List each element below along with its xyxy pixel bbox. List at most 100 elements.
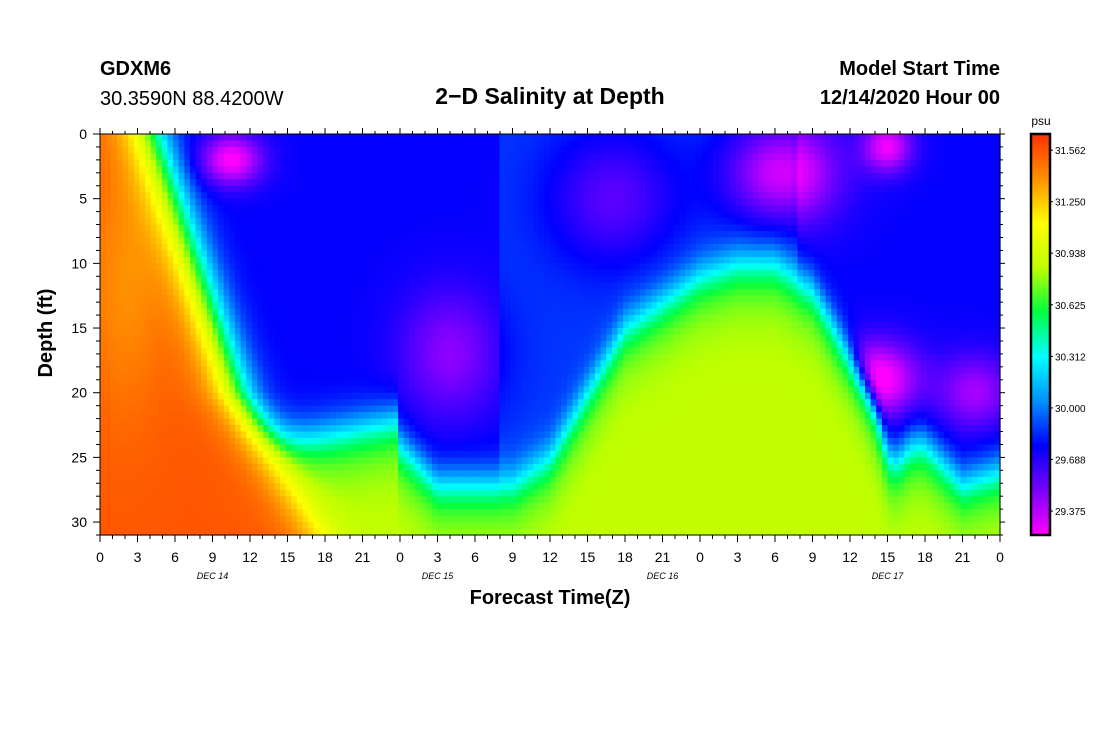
heatmap-cell: [111, 308, 118, 316]
heatmap-cell: [240, 379, 247, 387]
heatmap-cell: [330, 496, 337, 504]
heatmap-cell: [527, 166, 534, 174]
heatmap-cell: [116, 211, 124, 219]
heatmap-cell: [319, 399, 326, 407]
heatmap-cell: [347, 166, 354, 174]
heatmap-cell: [268, 192, 275, 200]
heatmap-cell: [403, 379, 410, 387]
heatmap-cell: [195, 302, 202, 310]
heatmap-cell: [100, 231, 107, 239]
heatmap-cell: [156, 457, 163, 465]
heatmap-cell: [212, 237, 219, 245]
heatmap-cell: [229, 373, 236, 381]
heatmap-cell: [145, 295, 152, 303]
heatmap-cell: [341, 528, 349, 536]
heatmap-cell: [437, 412, 444, 420]
heatmap-cell: [493, 353, 500, 361]
heatmap-cell: [251, 412, 259, 420]
heatmap-cell: [482, 211, 489, 219]
heatmap-cell: [111, 276, 118, 284]
heatmap-cell: [476, 425, 484, 433]
heatmap-cell: [105, 515, 112, 523]
heatmap-cell: [218, 425, 225, 433]
heatmap-cell: [184, 444, 191, 452]
heatmap-cell: [538, 289, 545, 297]
heatmap-cell: [330, 328, 337, 336]
heatmap-cell: [420, 425, 427, 433]
heatmap-cell: [105, 450, 112, 458]
heatmap-cell: [246, 328, 253, 336]
heatmap-cell: [190, 522, 197, 530]
heatmap-cell: [116, 457, 124, 465]
heatmap-cell: [341, 470, 349, 478]
heatmap-cell: [156, 528, 163, 536]
heatmap-cell: [336, 224, 343, 232]
heatmap-cell: [161, 250, 169, 258]
heatmap-cell: [251, 159, 259, 167]
heatmap-cell: [493, 412, 500, 420]
heatmap-cell: [364, 295, 371, 303]
model-start-value: 12/14/2020 Hour 00: [820, 87, 1000, 109]
heatmap-cell: [308, 457, 315, 465]
heatmap-cell: [375, 437, 382, 446]
heatmap-cell: [139, 522, 146, 530]
heatmap-cell: [336, 334, 343, 342]
heatmap-cell: [111, 321, 118, 329]
heatmap-cell: [426, 172, 433, 180]
heatmap-cell: [471, 289, 478, 297]
heatmap-cell: [499, 269, 506, 277]
heatmap-cell: [493, 276, 500, 284]
heatmap-cell: [336, 192, 343, 200]
heatmap-cell: [201, 366, 208, 374]
heatmap-cell: [476, 379, 484, 387]
heatmap-cell: [150, 476, 157, 484]
heatmap-cell: [443, 379, 450, 387]
heatmap-cell: [358, 437, 365, 446]
heatmap-cell: [235, 457, 242, 465]
heatmap-cell: [353, 315, 360, 323]
heatmap-cell: [409, 308, 416, 316]
heatmap-cell: [122, 315, 129, 323]
heatmap-cell: [178, 470, 185, 478]
heatmap-cell: [111, 444, 118, 452]
heatmap-cell: [235, 321, 242, 329]
heatmap-cell: [381, 399, 388, 407]
heatmap-cell: [403, 282, 410, 290]
heatmap-cell: [116, 418, 124, 426]
heatmap-cell: [398, 528, 405, 536]
heatmap-cell: [415, 172, 422, 180]
heatmap-cell: [167, 379, 174, 387]
heatmap-cell: [415, 159, 422, 167]
heatmap-cell: [122, 146, 129, 155]
heatmap-cell: [139, 198, 146, 206]
heatmap-cell: [240, 295, 247, 303]
heatmap-cell: [201, 483, 208, 491]
heatmap-cell: [145, 198, 152, 206]
heatmap-cell: [510, 444, 517, 452]
heatmap-cell: [139, 476, 146, 484]
heatmap-cell: [505, 444, 512, 452]
heatmap-cell: [336, 450, 343, 458]
heatmap-cell: [105, 457, 112, 465]
heatmap-cell: [167, 172, 174, 180]
heatmap-cell: [431, 289, 439, 297]
heatmap-cell: [116, 159, 124, 167]
heatmap-cell: [465, 263, 472, 271]
heatmap-cell: [381, 263, 388, 271]
heatmap-cell: [330, 405, 337, 413]
heatmap-cell: [437, 289, 444, 297]
heatmap-cell: [398, 308, 405, 316]
heatmap-cell: [476, 418, 484, 426]
heatmap-cell: [229, 450, 236, 458]
heatmap-cell: [409, 470, 416, 478]
heatmap-cell: [550, 146, 557, 155]
heatmap-cell: [313, 256, 320, 264]
heatmap-cell: [122, 211, 129, 219]
heatmap-cell: [527, 392, 534, 400]
heatmap-cell: [510, 392, 517, 400]
heatmap-cell: [353, 146, 360, 155]
heatmap-cell: [218, 295, 225, 303]
heatmap-cell: [538, 269, 545, 277]
heatmap-cell: [122, 515, 129, 523]
heatmap-cell: [505, 237, 512, 245]
